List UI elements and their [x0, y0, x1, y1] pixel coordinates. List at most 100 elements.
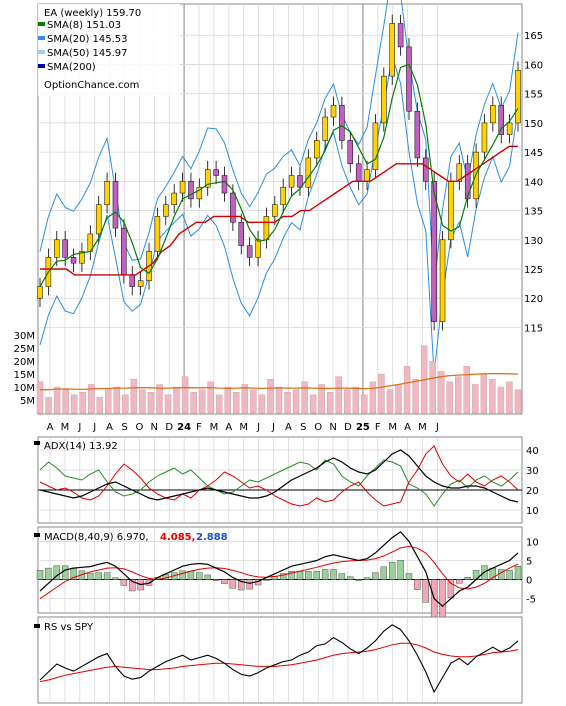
- volume-axis-ticks: 30M 25M 20M 15M 10M 5M: [14, 331, 35, 407]
- macd-hist-value: 2.888: [196, 532, 228, 543]
- macd-hist-bar: [397, 560, 404, 580]
- volume-tick-label: 15M: [14, 370, 35, 381]
- price-tick-label: 160: [524, 60, 543, 71]
- candle-body: [179, 181, 186, 194]
- bollinger-lower-line: [39, 55, 519, 375]
- volume-bar: [88, 384, 95, 414]
- macd-hist-bar: [120, 579, 128, 586]
- volume-bar: [378, 373, 385, 414]
- legend-sma50: SMA(50) 145.97: [47, 48, 128, 59]
- volume-bar: [446, 381, 453, 414]
- candle-body: [288, 175, 295, 188]
- candle-body: [196, 186, 203, 200]
- price-tick-label: 125: [524, 265, 543, 276]
- volume-bar: [455, 376, 462, 414]
- sub-tick-label: 40: [526, 446, 539, 457]
- macd-hist-bar: [263, 579, 270, 581]
- volume-bar: [480, 373, 488, 414]
- volume-bar: [361, 394, 368, 414]
- chart-title: EA (weekly) 159.70: [44, 8, 141, 19]
- volume-bars: [36, 345, 522, 414]
- month-label: O: [135, 422, 143, 433]
- volume-bar: [233, 392, 240, 414]
- volume-bar: [369, 381, 377, 414]
- candle-body: [347, 140, 354, 165]
- macd-lines: [39, 531, 519, 608]
- candle-body: [490, 105, 496, 124]
- macd-signal-value: 4.085,: [160, 532, 195, 543]
- month-label: A: [225, 422, 232, 433]
- month-label: M: [210, 422, 219, 433]
- month-label: J: [77, 422, 81, 433]
- candle-body: [481, 122, 488, 153]
- volume-bar: [412, 379, 419, 414]
- macd-hist-bar: [246, 579, 253, 590]
- volume-bar: [173, 386, 180, 414]
- volume-bar: [139, 389, 146, 414]
- macd-hist-bar: [506, 570, 513, 580]
- month-label: 24: [177, 422, 191, 433]
- volume-bar: [258, 394, 266, 414]
- month-label: A: [106, 422, 113, 433]
- candle-body: [95, 204, 102, 235]
- volume-bar: [181, 376, 189, 414]
- volume-bar: [96, 397, 103, 414]
- month-label: J: [435, 422, 439, 433]
- candle-body: [213, 169, 219, 176]
- macd-hist-bar: [238, 579, 245, 591]
- adx-label: ADX(14) 13.92: [44, 441, 118, 452]
- macd-hist-bar: [221, 579, 228, 584]
- candle-body: [188, 181, 194, 200]
- macd-hist-bar: [129, 579, 136, 592]
- candle-body: [129, 274, 135, 287]
- rs-panel-frame: [37, 616, 523, 704]
- macd-signal-line: [39, 545, 519, 600]
- candle-body: [423, 157, 429, 182]
- adx-lines: [39, 445, 519, 507]
- volume-bar: [437, 371, 445, 414]
- macd-hist-bar: [196, 572, 203, 580]
- macd-hist-bar: [514, 566, 522, 580]
- candle-body: [54, 239, 60, 258]
- volume-bar: [198, 389, 206, 414]
- macd-hist-bar: [363, 577, 371, 580]
- sub-tick-label: -5: [526, 595, 536, 606]
- price-tick-label: 135: [524, 207, 543, 218]
- sub-tick-label: 10: [526, 506, 539, 517]
- volume-bar: [164, 394, 172, 414]
- candle-body: [171, 192, 177, 205]
- volume-bar: [497, 386, 505, 414]
- adx-panel: 40 30 20 10 ADX(14) 13.92: [34, 436, 539, 524]
- month-label: S: [300, 422, 306, 433]
- legend-sma8: SMA(8) 151.03: [47, 20, 121, 31]
- candle-body: [121, 227, 127, 276]
- macd-hist-bar: [380, 566, 388, 580]
- price-tick-label: 120: [524, 294, 543, 305]
- macd-hist-bar: [389, 561, 396, 580]
- candle-body: [204, 169, 211, 188]
- macd-hist-bar: [61, 565, 69, 580]
- legend-swatch-sma20: [38, 36, 45, 40]
- sub-tick-label: 30: [526, 466, 539, 477]
- candle-body: [322, 116, 328, 141]
- sub-tick-label: 0: [526, 576, 532, 587]
- sub-tick-label: 5: [526, 556, 532, 567]
- volume-bar: [472, 384, 479, 414]
- macd-hist-bar: [229, 579, 237, 589]
- month-label: M: [388, 422, 397, 433]
- volume-bar: [156, 384, 163, 414]
- legend-sma200: SMA(200): [47, 62, 96, 73]
- candle-body: [464, 163, 471, 200]
- legend-swatch-sma8: [38, 22, 45, 26]
- adx-line: [39, 449, 519, 503]
- candle-body: [431, 181, 437, 322]
- month-axis: A M J J A S O N D 24 F M A M J J A S O N D 25 F M A M J: [47, 422, 439, 433]
- volume-bar: [250, 389, 257, 414]
- price-tick-label: 165: [524, 31, 543, 42]
- candle-body: [339, 105, 345, 141]
- volume-bar: [275, 386, 283, 414]
- month-label: D: [344, 422, 352, 433]
- candle-body: [381, 75, 387, 124]
- volume-bar: [105, 389, 112, 414]
- candle-body: [506, 122, 513, 135]
